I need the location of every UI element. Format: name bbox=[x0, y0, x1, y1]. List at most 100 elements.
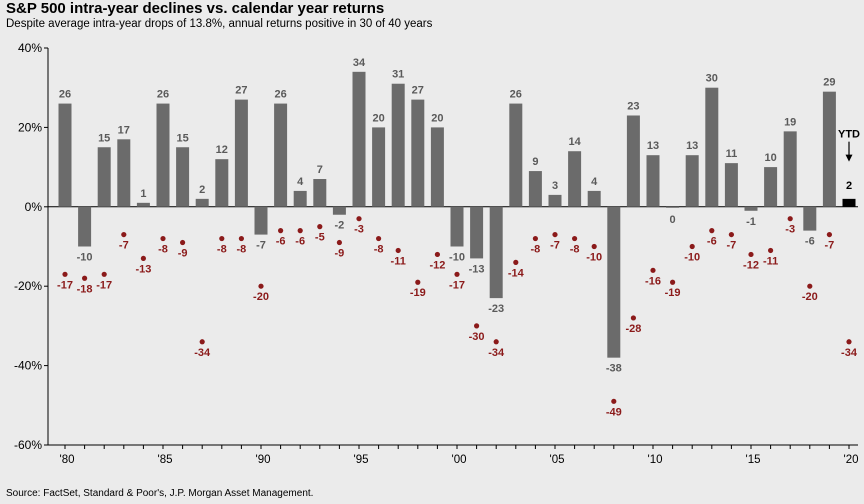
return-label: 0 bbox=[670, 214, 676, 226]
drop-label: -5 bbox=[315, 232, 325, 244]
return-label: -10 bbox=[77, 252, 93, 264]
return-label: -23 bbox=[488, 303, 504, 315]
drop-dot bbox=[807, 283, 813, 289]
return-bar bbox=[528, 171, 542, 207]
return-bar bbox=[568, 151, 582, 207]
return-label: 29 bbox=[823, 77, 835, 89]
drop-label: -8 bbox=[374, 244, 384, 256]
drop-dot bbox=[768, 247, 774, 254]
drop-dot bbox=[826, 231, 833, 238]
return-label: -10 bbox=[449, 252, 465, 264]
return-label: 19 bbox=[784, 116, 796, 128]
drop-dot bbox=[62, 271, 68, 277]
return-label: 15 bbox=[98, 132, 110, 144]
return-label: 13 bbox=[686, 140, 698, 152]
return-label: 26 bbox=[59, 89, 71, 101]
drop-dot bbox=[513, 259, 519, 265]
return-label: -13 bbox=[469, 263, 485, 275]
drop-label: -17 bbox=[57, 279, 73, 291]
drop-label: -12 bbox=[743, 259, 759, 271]
y-tick-label: -60% bbox=[14, 438, 42, 452]
return-bar bbox=[313, 179, 327, 207]
drop-label: -10 bbox=[586, 252, 602, 264]
return-label: 17 bbox=[118, 124, 130, 136]
return-label: 34 bbox=[353, 57, 366, 69]
return-bar bbox=[646, 155, 660, 207]
drop-label: -16 bbox=[645, 275, 661, 287]
drop-dot bbox=[787, 216, 793, 222]
drop-dot bbox=[376, 235, 382, 242]
ytd-label: YTD bbox=[838, 129, 860, 141]
return-label: -7 bbox=[256, 240, 266, 252]
drop-label: -12 bbox=[429, 259, 445, 271]
drop-label: -28 bbox=[625, 323, 641, 335]
return-bar bbox=[411, 99, 425, 207]
drop-dot bbox=[317, 224, 323, 230]
chart-title: S&P 500 intra-year declines vs. calendar… bbox=[6, 0, 385, 17]
x-tick-label: '85 bbox=[158, 454, 173, 466]
return-label: 31 bbox=[392, 69, 404, 81]
label-layer: 26-1015171261521227-72647-23420312720-10… bbox=[57, 57, 860, 419]
drop-dot bbox=[278, 228, 284, 234]
return-label: 14 bbox=[568, 136, 581, 148]
return-bar bbox=[450, 206, 464, 247]
y-tick-label: 0% bbox=[25, 200, 43, 214]
return-label: 4 bbox=[591, 176, 598, 188]
drop-dot bbox=[160, 235, 166, 242]
drop-dot bbox=[493, 339, 499, 345]
return-label: 3 bbox=[552, 180, 558, 192]
drop-dot bbox=[140, 255, 146, 262]
drop-dot bbox=[650, 267, 656, 273]
drop-label: -6 bbox=[295, 236, 305, 248]
return-label: 20 bbox=[372, 112, 384, 124]
return-bar bbox=[156, 103, 170, 207]
return-bar bbox=[803, 206, 817, 231]
return-bar bbox=[470, 206, 484, 259]
return-label: 27 bbox=[412, 85, 424, 97]
chart-source: Source: FactSet, Standard & Poor's, J.P.… bbox=[6, 488, 314, 499]
return-bar bbox=[764, 167, 778, 207]
chart-subtitle: Despite average intra-year drops of 13.8… bbox=[6, 18, 433, 30]
drop-label: -17 bbox=[96, 279, 112, 291]
return-bar bbox=[666, 206, 680, 208]
return-label: 26 bbox=[510, 89, 522, 101]
drop-dot bbox=[219, 235, 225, 242]
return-label: 23 bbox=[627, 100, 639, 112]
drop-label: -8 bbox=[158, 244, 168, 256]
drop-label: -11 bbox=[763, 255, 778, 267]
drop-label: -10 bbox=[684, 252, 700, 264]
drop-dot bbox=[670, 279, 676, 285]
drop-dot bbox=[611, 398, 617, 404]
return-bar bbox=[489, 206, 503, 299]
return-bar bbox=[685, 155, 699, 207]
drop-label: -8 bbox=[237, 244, 247, 256]
return-label: 13 bbox=[647, 140, 659, 152]
drop-label: -19 bbox=[665, 287, 681, 299]
drop-dot bbox=[121, 231, 127, 238]
drop-label: -8 bbox=[570, 244, 580, 256]
drop-dot bbox=[238, 235, 244, 242]
drop-dot bbox=[728, 231, 735, 238]
drop-label: -7 bbox=[550, 240, 560, 252]
return-bar bbox=[822, 91, 836, 207]
drop-dot bbox=[552, 231, 558, 238]
drop-dot bbox=[101, 271, 107, 277]
drop-label: -11 bbox=[391, 255, 406, 267]
drop-label: -3 bbox=[785, 224, 795, 236]
dot-layer bbox=[62, 216, 852, 404]
return-bar bbox=[293, 190, 307, 207]
drop-label: -7 bbox=[825, 240, 835, 252]
drop-label: -30 bbox=[469, 331, 485, 343]
return-bar bbox=[587, 190, 601, 207]
drop-dot bbox=[474, 323, 480, 329]
return-label: -2 bbox=[335, 220, 345, 232]
x-tick-label: '20 bbox=[844, 454, 859, 466]
drop-label: -18 bbox=[77, 283, 93, 295]
drop-label: -49 bbox=[606, 406, 622, 418]
drop-dot bbox=[395, 247, 401, 254]
return-bar bbox=[254, 206, 268, 235]
drop-label: -20 bbox=[253, 291, 269, 303]
y-tick-label: -20% bbox=[14, 279, 42, 293]
return-bar bbox=[744, 206, 758, 211]
drop-dot bbox=[572, 235, 578, 242]
